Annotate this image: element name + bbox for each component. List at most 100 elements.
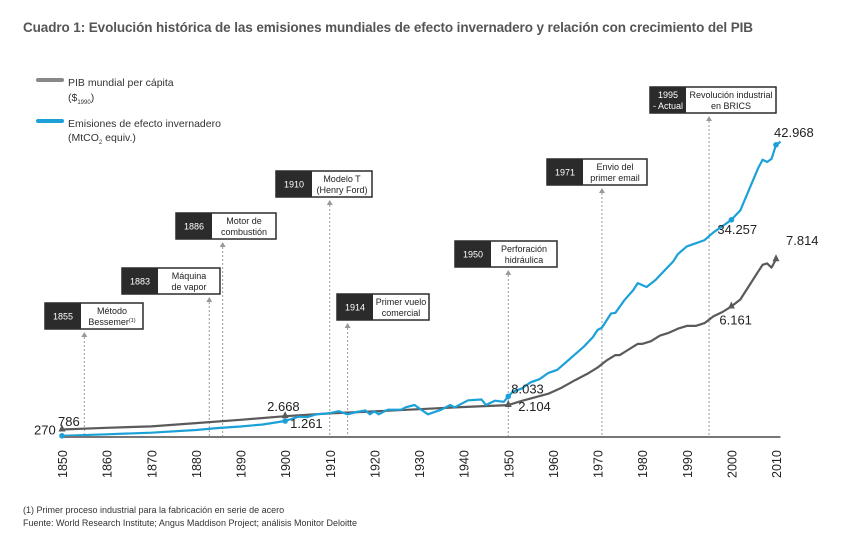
event-year: 1886 [184,222,204,232]
x-tick-label: 1990 [681,450,695,478]
data-label: 34.257 [717,222,757,237]
event-text-line2: combustión [221,227,267,237]
event-text-line1: Método [97,306,127,316]
data-label: 8.033 [511,381,544,396]
event-year: 1910 [284,180,304,190]
data-label: 7.814 [786,233,819,248]
gdp-marker-icon [281,411,289,419]
emissions-marker-icon [505,393,512,400]
x-tick-label: 1870 [145,450,159,478]
event-year-box [547,159,583,185]
data-label: 270 [34,423,56,438]
event-text-line1: Máquina [172,271,207,281]
x-tick-label: 1910 [324,450,338,478]
event-year: 1883 [130,277,150,287]
gdp-marker-icon [504,400,512,408]
event-arrow-icon [219,242,226,247]
emissions-line [61,140,782,437]
event-year: 1995 [658,90,678,100]
x-tick-label: 1930 [413,450,427,478]
data-label: 2.668 [267,399,300,414]
chart-title: Cuadro 1: Evolución histórica de las emi… [23,20,753,35]
legend: PIB mundial per cápita ($1990) Emisiones… [36,77,221,146]
x-tick-label: 1850 [56,450,70,478]
event-year-box [122,268,158,294]
event-text-line1: Perforación [501,244,547,254]
event-text-line2: Bessemer(1) [88,317,135,327]
legend-label-emissions: Emisiones de efecto invernadero [68,118,221,130]
data-label: 6.161 [719,312,752,327]
event-arrow-icon [81,332,88,337]
event-text-line1: Primer vuelo [376,297,427,307]
footnote: (1) Primer proceso industrial para la fa… [23,505,285,515]
event-1910: 1910 Modelo T(Henry Ford) [275,170,373,437]
event-arrow-icon [326,200,333,205]
event-text-line2: comercial [382,308,421,318]
x-tick-label: 1920 [368,450,382,478]
series-lines [61,140,782,437]
event-year-box [176,213,212,239]
emissions-marker-icon [59,433,65,439]
x-tick-label: 2000 [725,450,739,478]
event-arrow-icon [706,116,713,121]
x-tick-label: 1880 [190,450,204,478]
x-tick-label: 1900 [279,450,293,478]
emissions-marker-icon [282,418,288,424]
event-year: 1914 [345,303,365,313]
x-tick-label: 1980 [636,450,650,478]
event-year: 1950 [463,250,483,260]
event-year: 1855 [53,312,73,322]
x-tick-label: 1960 [547,450,561,478]
legend-unit-gdp: ($1990) [68,92,94,106]
data-label: 2.104 [518,399,551,414]
legend-label-gdp: PIB mundial per cápita [68,77,174,89]
event-text-line1: Motor de [226,216,262,226]
event-year-box [45,303,81,329]
emissions-marker-icon [728,217,735,223]
event-text-line2: primer email [590,173,640,183]
event-text-line2: de vapor [171,282,206,292]
x-tick-label: 1970 [592,450,606,478]
gdp-marker-icon [772,254,780,262]
gdp-marker-icon [58,424,66,432]
x-tick-label: 1950 [502,450,516,478]
data-label: 42.968 [774,125,814,140]
event-year-suffix: - Actual [653,101,683,111]
event-year-box [337,294,373,320]
event-year-box [455,241,491,267]
data-labels: 270 1.261 2.104 6.161 7.814 786 2.668 8.033 34.2… [34,125,819,439]
event-text-line1: Modelo T [323,174,361,184]
event-text-line2: (Henry Ford) [316,185,367,195]
emissions-marker-icon [773,142,779,148]
data-label: 1.261 [290,416,323,431]
event-text-line2: hidráulica [505,255,544,265]
gdp-marker-icon [727,301,735,309]
x-tick-label: 2010 [770,450,784,478]
event-text-line1: Envio del [596,162,633,172]
source-note: Fuente: World Research Institute; Angus … [23,518,357,528]
event-arrow-icon [598,188,605,193]
event-text-line2: en BRICS [711,101,751,111]
event-arrow-icon [344,323,351,328]
legend-unit-emissions: (MtCO2 equiv.) [68,132,136,146]
x-tick-label: 1860 [101,450,115,478]
x-tick-labels: 1850 1860 1870 1880 1890 1900 1910 1920 1930 1940… [56,450,784,478]
event-arrow-icon [206,297,213,302]
x-tick-label: 1890 [235,450,249,478]
event-year: 1971 [555,168,575,178]
event-arrow-icon [505,270,512,275]
event-year-box [276,171,312,197]
data-label: 786 [58,414,80,429]
x-tick-label: 1940 [458,450,472,478]
event-text-line1: Revolución industrial [689,90,772,100]
event-year-box [650,87,686,113]
